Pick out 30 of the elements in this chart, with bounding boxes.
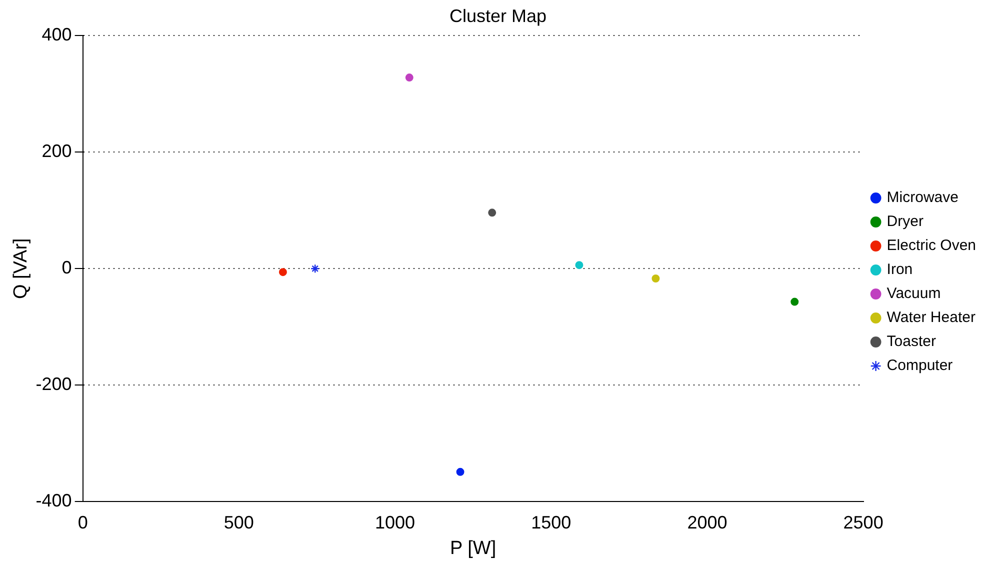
- x-tick-label: 2500: [843, 512, 884, 532]
- legend-label: Iron: [886, 261, 913, 278]
- x-tick-label: 1000: [374, 512, 416, 532]
- y-tick-label: 400: [42, 24, 72, 45]
- chart-title: Cluster Map: [449, 6, 547, 26]
- y-tick-label: 0: [62, 258, 72, 278]
- y-tick-label: -200: [36, 374, 72, 394]
- legend-label: Microwave: [886, 189, 958, 206]
- legend-label: Vacuum: [886, 285, 941, 302]
- y-axis-title: Q [VAr]: [10, 238, 32, 300]
- point: [278, 268, 287, 276]
- point: [310, 264, 320, 274]
- x-tick-label: 0: [78, 512, 88, 532]
- legend-label: Toaster: [886, 333, 936, 350]
- point: [456, 468, 464, 476]
- y-tick-label: 200: [42, 141, 72, 162]
- legend-label: Water Heater: [886, 309, 976, 326]
- x-tick-label: 500: [224, 512, 254, 532]
- x-tick-label: 1500: [531, 512, 572, 532]
- point: [790, 298, 799, 306]
- point: [652, 274, 660, 283]
- x-axis-title: P [W]: [450, 538, 496, 559]
- legend-label: Dryer: [886, 213, 924, 230]
- point: [488, 208, 496, 217]
- legend-label: Electric Oven: [886, 237, 976, 254]
- legend-label: Computer: [886, 357, 953, 374]
- y-tick-label: -400: [36, 490, 72, 511]
- x-tick-label: 2000: [687, 512, 728, 532]
- point: [575, 261, 584, 270]
- point: [405, 74, 414, 82]
